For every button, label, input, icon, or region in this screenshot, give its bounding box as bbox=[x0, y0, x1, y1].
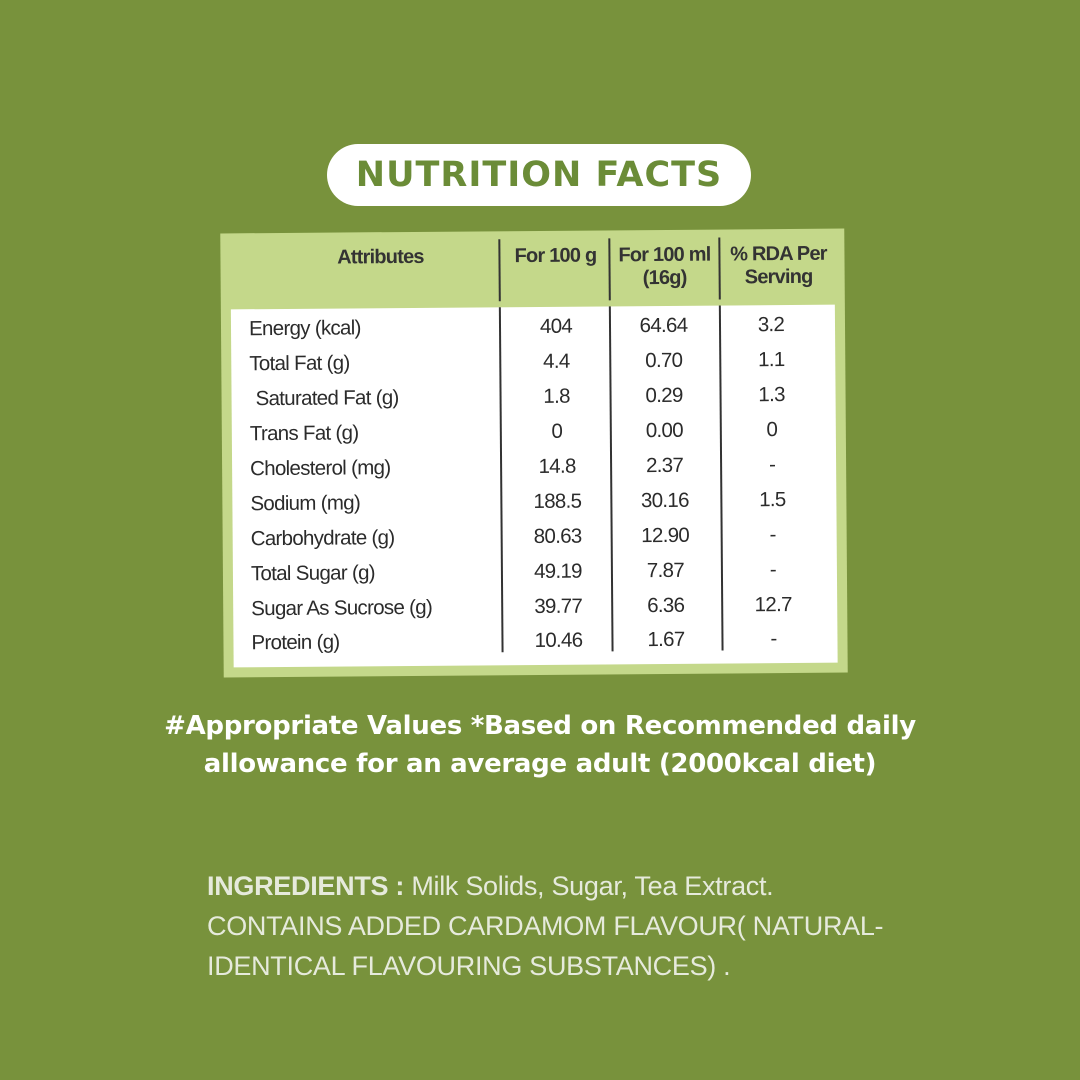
table-body: Energy (kcal) 404 64.64 3.2 Total Fat (g… bbox=[230, 304, 838, 668]
value-per-100ml: 2.37 bbox=[645, 453, 684, 478]
value-per-100g: 404 bbox=[539, 314, 573, 338]
value-per-100g: 0 bbox=[551, 419, 563, 443]
value-per-100g: 4.4 bbox=[542, 349, 570, 373]
value-per-100ml: 30.16 bbox=[640, 488, 689, 513]
ingredients-label: INGREDIENTS : bbox=[207, 871, 405, 901]
table-row: Trans Fat (g) 0 0.00 0 bbox=[232, 414, 836, 454]
value-per-100ml: 6.36 bbox=[647, 593, 685, 618]
value-per-100ml: 64.64 bbox=[639, 313, 688, 338]
value-per-100g: 188.5 bbox=[533, 489, 582, 514]
value-per-100ml: 0.29 bbox=[645, 383, 683, 408]
footnote-line1: #Appropriate Values *Based on Recommende… bbox=[164, 711, 916, 741]
nutrient-name: Carbohydrate (g) bbox=[250, 526, 395, 551]
nutrient-name: Total Fat (g) bbox=[249, 351, 350, 376]
value-rda: 1.1 bbox=[757, 348, 785, 372]
header-rda-line2: Serving bbox=[744, 265, 813, 289]
table-row: Carbohydrate (g) 80.63 12.90 - bbox=[233, 519, 837, 559]
table-row: Protein (g) 10.46 1.67 - bbox=[233, 623, 837, 663]
value-rda: 3.2 bbox=[757, 313, 785, 337]
ingredients-block: INGREDIENTS : Milk Solids, Sugar, Tea Ex… bbox=[207, 866, 927, 986]
table-row: Saturated Fat (g) 1.8 0.29 1.3 bbox=[231, 379, 835, 419]
footnote: #Appropriate Values *Based on Recommende… bbox=[140, 707, 940, 783]
nutrient-name: Sodium (mg) bbox=[250, 491, 361, 516]
value-per-100ml: 0.70 bbox=[645, 348, 683, 373]
footnote-line2: allowance for an average adult (2000kcal… bbox=[203, 749, 877, 779]
value-per-100ml: 0.00 bbox=[645, 418, 683, 443]
column-divider bbox=[498, 239, 501, 302]
value-rda: - bbox=[768, 453, 776, 477]
header-rda: % RDA Per Serving bbox=[723, 243, 833, 290]
nutrient-name: Total Sugar (g) bbox=[250, 561, 375, 586]
title-badge: NUTRITION FACTS bbox=[327, 144, 751, 206]
nutrient-name: Protein (g) bbox=[251, 630, 340, 655]
table-row: Energy (kcal) 404 64.64 3.2 bbox=[231, 309, 835, 349]
value-rda: 1.5 bbox=[759, 488, 786, 512]
header-per-100ml-line1: For 100 ml bbox=[618, 243, 711, 267]
table-header: Attributes For 100 g For 100 ml (16g) % … bbox=[220, 229, 845, 304]
value-per-100g: 10.46 bbox=[534, 628, 583, 653]
value-per-100ml: 12.90 bbox=[641, 523, 690, 548]
value-per-100g: 80.63 bbox=[533, 524, 582, 549]
table-row: Total Sugar (g) 49.19 7.87 - bbox=[233, 554, 837, 594]
header-attributes: Attributes bbox=[337, 245, 424, 269]
value-per-100g: 49.19 bbox=[533, 559, 582, 584]
value-per-100ml: 7.87 bbox=[646, 558, 685, 583]
header-per-100g: For 100 g bbox=[514, 244, 597, 268]
value-per-100ml: 1.67 bbox=[647, 627, 685, 652]
value-rda: 0 bbox=[766, 418, 778, 442]
value-rda: 12.7 bbox=[754, 592, 792, 617]
nutrient-name: Cholesterol (mg) bbox=[250, 456, 391, 481]
nutrition-table: Attributes For 100 g For 100 ml (16g) % … bbox=[220, 228, 848, 678]
value-rda: 1.3 bbox=[758, 383, 785, 407]
ingredients-list: Milk Solids, Sugar, Tea Extract. bbox=[404, 871, 774, 901]
header-per-100ml-line2: (16g) bbox=[642, 266, 687, 290]
ingredients-line1: INGREDIENTS : Milk Solids, Sugar, Tea Ex… bbox=[207, 866, 927, 906]
nutrient-name: Trans Fat (g) bbox=[249, 421, 359, 446]
value-per-100g: 1.8 bbox=[543, 384, 570, 408]
ingredients-line2: CONTAINS ADDED CARDAMOM FLAVOUR( NATURAL… bbox=[207, 911, 884, 941]
nutrient-name: Saturated Fat (g) bbox=[255, 386, 399, 411]
table-row: Total Fat (g) 4.4 0.70 1.1 bbox=[231, 344, 835, 384]
nutrient-name: Energy (kcal) bbox=[248, 316, 361, 341]
value-rda: - bbox=[770, 627, 777, 651]
nutrient-name: Sugar As Sucrose (g) bbox=[251, 595, 433, 621]
page-title: NUTRITION FACTS bbox=[355, 155, 723, 195]
value-rda: - bbox=[769, 523, 776, 547]
value-per-100g: 39.77 bbox=[534, 594, 583, 619]
value-rda: - bbox=[769, 558, 777, 582]
ingredients-line3: IDENTICAL FLAVOURING SUBSTANCES) . bbox=[207, 951, 731, 981]
header-per-100ml: For 100 ml (16g) bbox=[610, 244, 718, 291]
table-row: Sodium (mg) 188.5 30.16 1.5 bbox=[232, 484, 836, 524]
value-per-100g: 14.8 bbox=[538, 454, 576, 478]
table-row: Cholesterol (mg) 14.8 2.37 - bbox=[232, 449, 836, 489]
column-divider bbox=[718, 237, 721, 300]
header-rda-line1: % RDA Per bbox=[730, 242, 827, 266]
